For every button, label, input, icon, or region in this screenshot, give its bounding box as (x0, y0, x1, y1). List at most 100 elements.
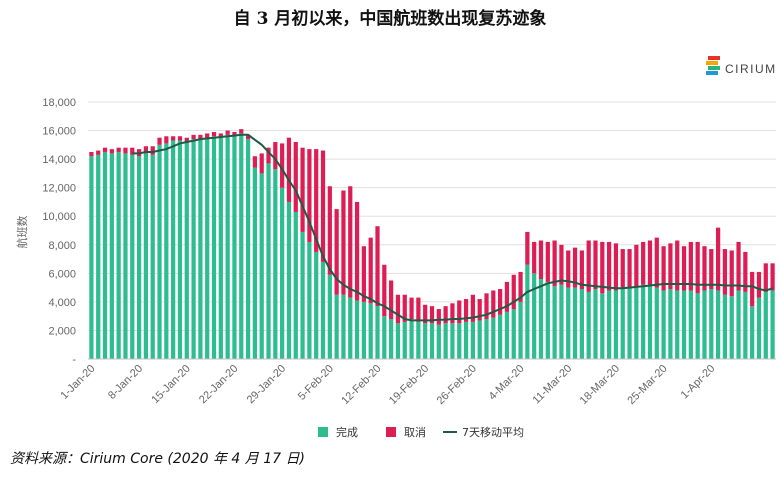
bar-completed (395, 323, 401, 359)
source-note: 资料来源：Cirium Core (2020 年 4 月 17 日) (10, 451, 305, 467)
bar-cancelled (198, 134, 203, 140)
bar-cancelled (348, 186, 353, 298)
bar-completed (647, 284, 653, 359)
bar-completed (382, 316, 387, 359)
x-tick-label: 25-Mar-20 (625, 363, 669, 407)
bar-completed (409, 319, 414, 359)
bar-completed (702, 290, 707, 359)
bar-completed (538, 279, 544, 359)
legend-swatch-cancelled (386, 427, 396, 437)
bar-completed (600, 293, 605, 359)
bar-completed (736, 290, 741, 359)
bar-cancelled (566, 250, 571, 288)
y-tick-label: - (72, 354, 76, 366)
bar-completed (273, 169, 278, 359)
bar-cancelled (429, 306, 435, 324)
bar-cancelled (102, 147, 108, 152)
bar-completed (300, 231, 305, 359)
bar-cancelled (702, 246, 707, 291)
bar-cancelled (266, 147, 271, 164)
bar-completed (320, 261, 326, 359)
bar-completed (695, 293, 700, 359)
y-tick-label: 12,000 (42, 183, 76, 195)
bar-completed (245, 139, 251, 359)
bar-completed (239, 133, 244, 359)
bar-cancelled (532, 241, 537, 274)
legend-label-cancelled: 取消 (404, 425, 426, 439)
bar-completed (375, 306, 380, 359)
bar-cancelled (375, 226, 380, 307)
bar-completed (606, 290, 612, 359)
bar-cancelled (511, 274, 516, 310)
bar-cancelled (559, 244, 564, 285)
bar-completed (436, 324, 441, 359)
bar-cancelled (586, 240, 591, 292)
bar-completed (518, 301, 523, 359)
bar-cancelled (593, 240, 598, 290)
bar-cancelled (756, 271, 762, 298)
x-tick-label: 4-Mar-20 (487, 363, 527, 403)
bar-completed (654, 287, 659, 359)
bar-completed (348, 297, 353, 359)
bar-cancelled (736, 241, 741, 291)
bar-completed (184, 141, 189, 359)
bar-completed (722, 294, 728, 359)
bar-completed (613, 290, 619, 359)
bar-cancelled (402, 294, 407, 322)
flight-chart: - 2,000 4,000 6,000 8,000 10,000 12,000 14,000 1… (15, 97, 776, 439)
bar-completed (443, 323, 448, 359)
bar-cancelled (218, 133, 223, 138)
bar-completed (252, 167, 258, 359)
bar-cancelled (450, 303, 455, 324)
bar-cancelled (245, 134, 251, 140)
bar-completed (286, 201, 292, 359)
y-axis-label: 航班数 (15, 216, 29, 249)
bar-completed (123, 153, 128, 359)
bar-completed (525, 264, 530, 359)
y-tick-label: 2,000 (48, 325, 76, 337)
bar-cancelled (327, 186, 332, 275)
bar-cancelled (150, 146, 155, 155)
legend-swatch-completed (318, 427, 328, 437)
bar-cancelled (763, 263, 768, 292)
bar-cancelled (354, 201, 360, 301)
bar-completed (416, 321, 421, 359)
bar-cancelled (171, 136, 176, 141)
bar-cancelled (177, 136, 183, 141)
bar-cancelled (518, 271, 523, 302)
bar-completed (729, 296, 734, 359)
bar-completed (627, 287, 632, 359)
bar-completed (545, 281, 550, 359)
bar-cancelled (470, 294, 475, 322)
bar-completed (511, 309, 516, 359)
bar-completed (715, 290, 721, 359)
bar-cancelled (320, 150, 326, 262)
bar-completed (675, 290, 680, 359)
x-tick-label: 12-Feb-20 (339, 363, 383, 407)
bar-completed (157, 144, 162, 359)
bar-completed (307, 241, 312, 359)
bar-cancelled (286, 137, 292, 202)
bar-cancelled (525, 231, 530, 265)
bar-cancelled (368, 237, 373, 304)
bar-cancelled (436, 309, 441, 325)
bar-completed (770, 290, 775, 359)
bar-completed (171, 140, 176, 359)
bar-cancelled (232, 131, 237, 137)
bar-cancelled (191, 134, 196, 140)
bar-completed (191, 139, 196, 359)
bar-cancelled (239, 129, 244, 134)
gridlines (88, 101, 776, 331)
bar-cancelled (307, 149, 312, 242)
y-tick-label: 16,000 (42, 126, 76, 138)
bar-completed (743, 291, 748, 359)
x-tick-label: 1-Apr-20 (679, 363, 718, 402)
y-tick-label: 14,000 (42, 154, 76, 166)
bar-cancelled (681, 246, 687, 291)
bar-completed (314, 251, 319, 359)
bar-cancelled (164, 136, 169, 144)
bar-cancelled (423, 304, 428, 324)
bar-completed (218, 137, 223, 359)
bar-completed (423, 323, 428, 359)
bar-completed (96, 154, 101, 359)
